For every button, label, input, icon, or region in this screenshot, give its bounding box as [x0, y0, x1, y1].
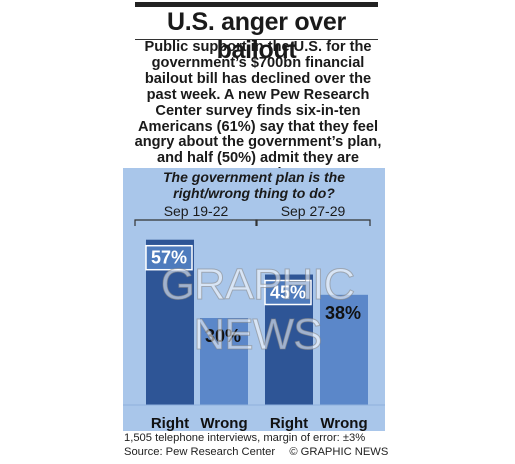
group-bracket-sep-19-22 — [134, 219, 258, 226]
page-title: U.S. anger over bailout — [167, 8, 346, 64]
footnote: 1,505 telephone interviews, margin of er… — [124, 432, 366, 444]
source-line: Source: Pew Research Center © GRAPHIC NE… — [124, 446, 394, 459]
chart-title: The government plan is the right/wrong t… — [162, 169, 346, 201]
group-label-sep-19-22: Sep 19-22 — [164, 203, 229, 219]
source-text: Source: Pew Research Center — [124, 446, 276, 458]
intro-paragraph: Public support in the U.S. for the gover… — [134, 39, 382, 182]
value-label-wrong-sep-27-29: 38% — [325, 303, 361, 323]
value-box-right-sep-27-29 — [264, 279, 312, 306]
bar-wrong-sep-27-29 — [320, 294, 368, 405]
value-label-wrong-sep-19-22: 30% — [205, 326, 241, 346]
category-label-wrong-sep-27-29: Wrong — [320, 415, 367, 432]
category-label-wrong-sep-19-22: Wrong — [200, 415, 247, 432]
value-label-right-sep-27-29: 45% — [270, 283, 306, 303]
title-divider — [135, 39, 378, 40]
category-label-right-sep-27-29: Right — [270, 415, 308, 432]
value-box-right-sep-19-22 — [145, 244, 193, 271]
value-label-right-sep-19-22: 57% — [151, 248, 187, 268]
group-label-bg-sep-19-22 — [150, 203, 242, 219]
bar-wrong-sep-19-22 — [200, 318, 248, 405]
category-label-right-sep-19-22: Right — [151, 415, 189, 432]
group-label-sep-27-29: Sep 27-29 — [281, 203, 346, 219]
group-label-bg-sep-27-29 — [267, 203, 359, 219]
credit-text: © GRAPHIC NEWS — [289, 446, 389, 458]
title-top-bar — [135, 2, 378, 7]
group-bracket-sep-27-29 — [255, 219, 371, 226]
